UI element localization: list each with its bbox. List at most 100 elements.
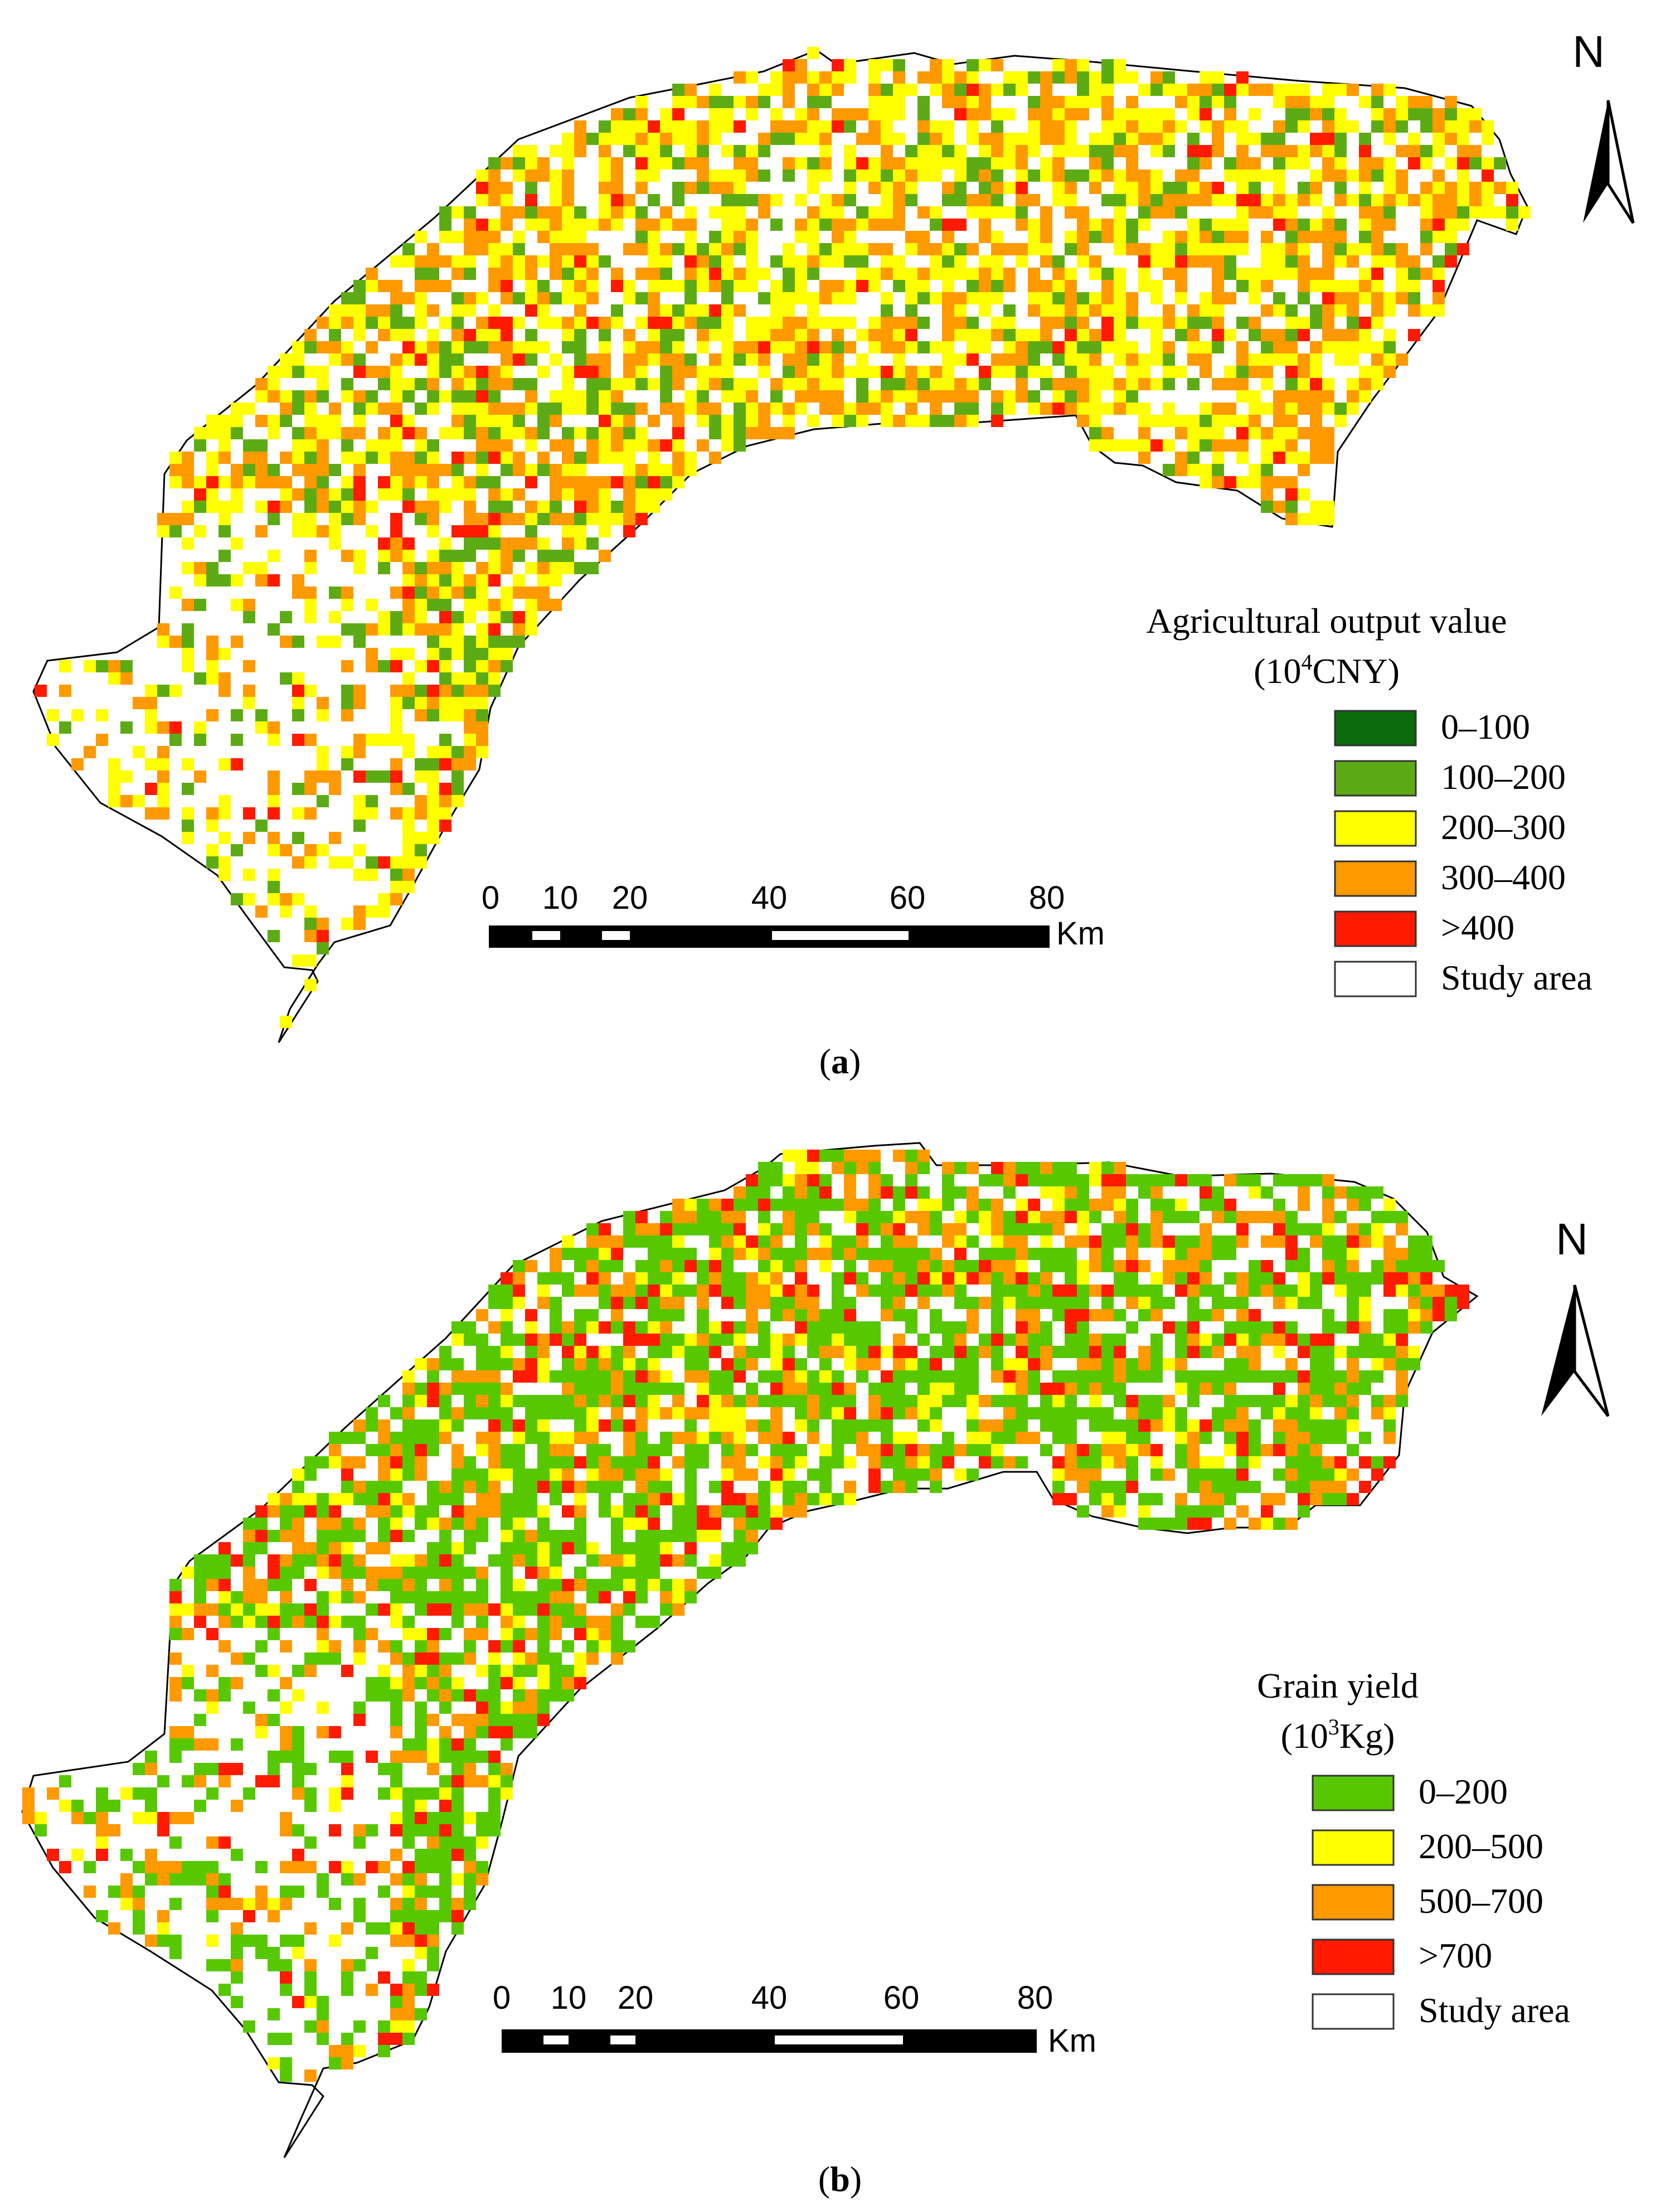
raster-cell [1175,280,1187,292]
raster-cell [721,304,734,317]
raster-cell [1396,1383,1408,1395]
raster-cell [537,1456,550,1469]
raster-cell [1433,206,1445,219]
raster-cell [1003,366,1016,378]
raster-cell [537,415,550,427]
raster-cell [415,1861,427,1873]
raster-cell [1285,1174,1298,1186]
raster-cell [415,501,427,513]
raster-cell [1065,231,1077,243]
raster-cell [783,1309,795,1321]
raster-cell [439,366,451,378]
raster-cell [611,1579,623,1591]
raster-cell [537,157,550,169]
raster-cell [697,329,709,341]
raster-cell [1322,96,1334,108]
raster-cell [1150,145,1163,157]
raster-cell [930,169,942,182]
raster-cell [464,685,476,697]
raster-cell [451,672,464,685]
raster-cell [145,697,157,709]
raster-cell [979,1334,991,1346]
raster-cell [599,1481,611,1493]
raster-cell [1224,329,1236,341]
raster-cell [832,1407,844,1419]
raster-cell [1126,1272,1138,1285]
raster-cell [415,1469,427,1481]
raster-cell [660,329,672,341]
raster-cell [721,169,734,182]
raster-cell [1298,219,1310,231]
raster-cell [1016,1346,1028,1358]
raster-cell [1065,1162,1077,1174]
raster-cell [1396,1334,1408,1346]
raster-cell [1101,1235,1114,1248]
raster-cell [586,390,599,403]
raster-cell [402,1677,415,1689]
raster-cell [832,1334,844,1346]
raster-cell [1298,268,1310,280]
raster-cell [770,1260,783,1272]
raster-cell [697,1272,709,1285]
raster-cell [194,427,206,439]
raster-cell [525,427,537,439]
raster-cell [721,1370,734,1383]
raster-cell [611,403,623,415]
raster-cell [746,1248,758,1260]
raster-cell [353,317,366,329]
raster-cell [697,1395,709,1407]
raster-cell [942,280,954,292]
raster-cell [513,574,525,587]
raster-cell [746,1469,758,1481]
raster-cell [758,1235,770,1248]
raster-cell [697,120,709,133]
raster-cell [770,1346,783,1358]
raster-cell [1347,292,1359,304]
raster-cell [476,1309,488,1321]
raster-cell [415,513,427,525]
raster-cell [599,1579,611,1591]
raster-cell [1101,1199,1114,1211]
raster-cell [746,378,758,390]
raster-cell [1089,304,1101,317]
raster-cell [464,709,476,721]
raster-cell [979,1432,991,1444]
raster-cell [672,378,684,390]
raster-cell [353,1432,366,1444]
raster-cell [807,120,819,133]
raster-cell [390,390,402,403]
raster-cell [1334,1346,1347,1358]
raster-cell [1408,1248,1420,1260]
raster-cell [1052,390,1065,403]
raster-cell [390,488,402,501]
raster-cell [979,169,991,182]
raster-cell [329,770,341,783]
raster-cell [660,280,672,292]
raster-cell [1200,120,1212,133]
raster-cell [930,390,942,403]
raster-cell [1273,1370,1285,1383]
raster-cell [856,1370,868,1383]
raster-cell [868,169,881,182]
raster-cell [635,1297,648,1309]
raster-cell [1077,304,1089,317]
raster-cell [1163,439,1175,452]
raster-cell [292,464,304,476]
raster-cell [1212,120,1224,133]
raster-cell [734,1211,746,1223]
raster-cell [1285,1444,1298,1456]
raster-cell [488,1285,501,1297]
raster-cell [415,844,427,856]
raster-cell [1236,182,1249,194]
raster-cell [684,206,697,219]
raster-cell [1028,390,1040,403]
raster-cell [1249,329,1261,341]
raster-cell [623,476,635,488]
raster-cell [611,1481,623,1493]
raster-cell [721,439,734,452]
raster-cell [1371,157,1383,169]
raster-cell [255,1665,268,1677]
raster-cell [574,243,586,255]
raster-cell [488,537,501,550]
raster-cell [734,1493,746,1505]
